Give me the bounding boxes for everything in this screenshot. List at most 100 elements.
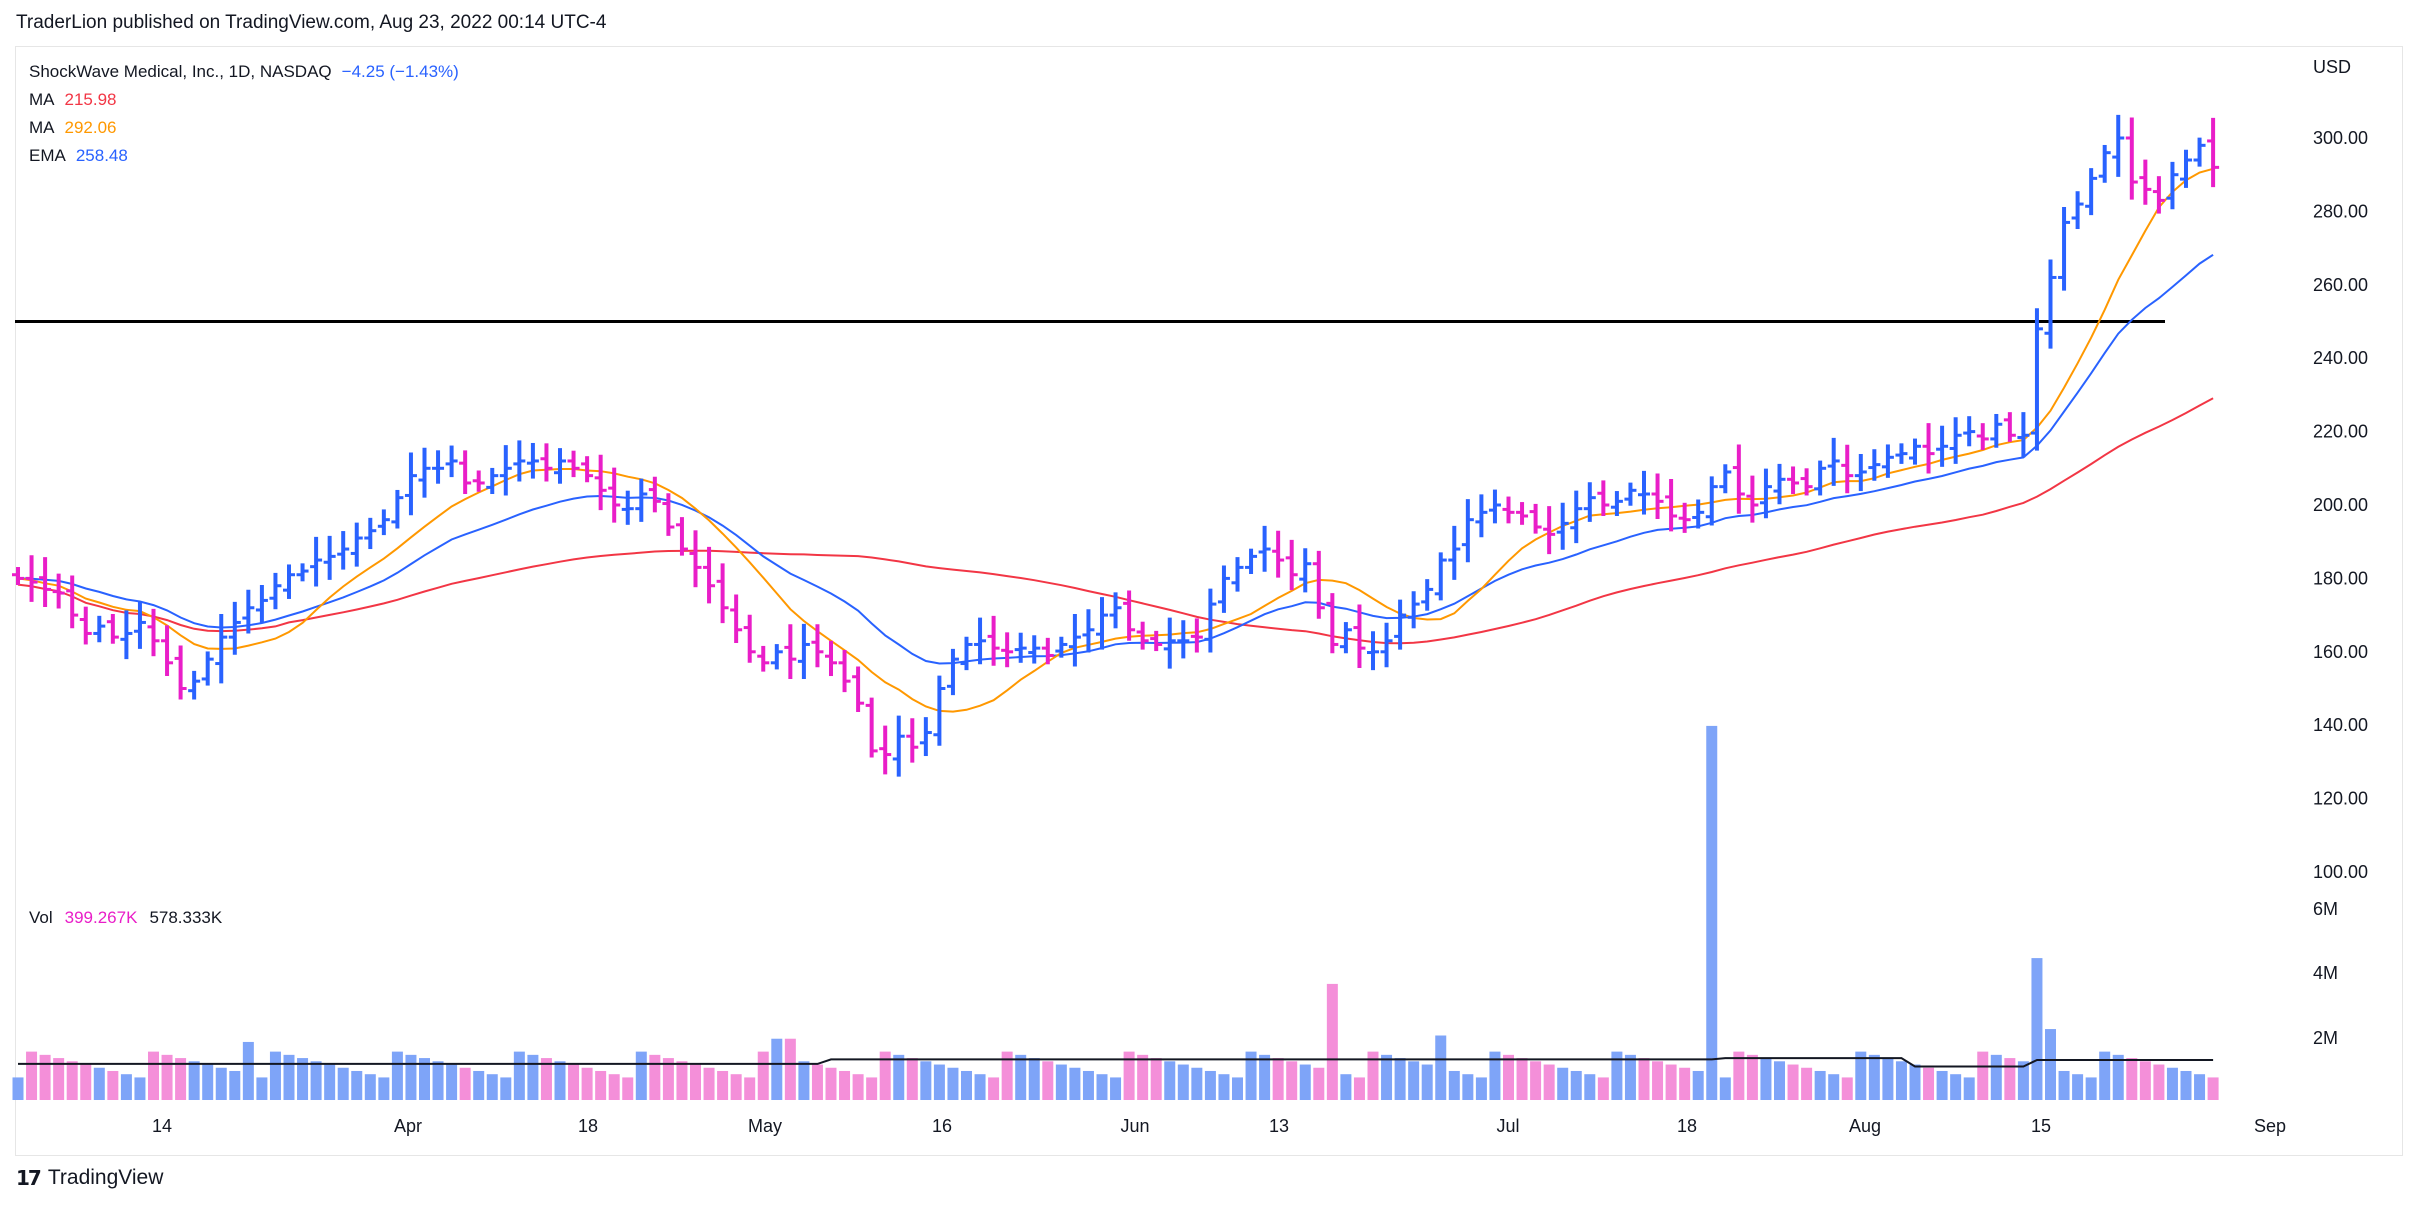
ohlc-bar [1692, 499, 1705, 529]
ohlc-bar [1841, 444, 1854, 494]
ohlc-bar [1217, 565, 1230, 613]
volume-bar [1665, 1064, 1677, 1100]
volume-bar [784, 1038, 796, 1100]
volume-bar [107, 1070, 119, 1100]
volume-bar [690, 1064, 701, 1100]
volume-bar [1042, 1061, 1054, 1100]
chart-frame[interactable] [15, 46, 2403, 1156]
ohlc-bar [1922, 423, 1935, 474]
volume-bar [391, 1051, 403, 1100]
ohlc-bar [1448, 525, 1461, 580]
symbol-title[interactable]: ShockWave Medical, Inc., 1D, NASDAQ [29, 62, 332, 81]
ohlc-bar [526, 442, 539, 479]
ohlc-bar [825, 640, 837, 677]
ohlc-bar [174, 645, 187, 700]
ohlc-bar [1909, 438, 1921, 465]
volume-bar [527, 1054, 539, 1100]
ohlc-bar [960, 636, 973, 671]
publish-info: TraderLion published on TradingView.com,… [16, 12, 607, 33]
ohlc-bar [1665, 478, 1678, 532]
ohlc-bar [2044, 259, 2057, 349]
volume-ma-line [18, 1057, 2214, 1068]
ohlc-bar [2003, 412, 2016, 442]
ma-50-label[interactable]: MA [29, 90, 55, 109]
ohlc-bar [25, 555, 38, 602]
ma-fast-line [17, 167, 2214, 713]
volume-bar [1123, 1051, 1135, 1100]
ohlc-bar [133, 601, 146, 649]
ma-10-label[interactable]: MA [29, 118, 55, 137]
ohlc-bar [1583, 482, 1596, 522]
ohlc-bar [1773, 463, 1786, 505]
volume-bar [540, 1058, 552, 1100]
ohlc-bar [1421, 579, 1434, 611]
volume-bar [1895, 1061, 1907, 1100]
volume-bar [1096, 1074, 1108, 1100]
volume-bar [1286, 1061, 1298, 1100]
ohlc-bar [1150, 630, 1163, 652]
volume-bar [1381, 1054, 1393, 1100]
volume-bar [1597, 1077, 1609, 1100]
volume-bar [229, 1070, 241, 1100]
ohlc-bar [432, 450, 445, 484]
ohlc-bar [161, 625, 174, 677]
ohlc-bar [1177, 620, 1190, 659]
volume-bar [2045, 1029, 2056, 1100]
ohlc-bar [215, 613, 228, 684]
ohlc-bar [377, 509, 390, 536]
ohlc-bar [66, 575, 79, 629]
ohlc-bar [946, 648, 959, 696]
ema-label[interactable]: EMA [29, 146, 66, 165]
volume-axis-tick: 6M [2313, 899, 2338, 919]
ohlc-bar [39, 557, 52, 608]
volume-bar [188, 1061, 200, 1100]
volume-bar [1204, 1070, 1216, 1100]
ohlc-bar [1096, 597, 1108, 650]
volume-bar [2017, 1061, 2029, 1100]
volume-bar [1787, 1064, 1799, 1100]
volume-bar [378, 1077, 390, 1100]
brand-name: TradingView [47, 1166, 164, 1189]
volume-bar [26, 1051, 38, 1100]
footer-brand[interactable]: 17 TradingView [16, 1166, 163, 1190]
ohlc-bar [1949, 417, 1962, 464]
volume-bar [595, 1070, 607, 1100]
ohlc-bar [879, 725, 892, 775]
volume-bar [473, 1070, 485, 1100]
volume-bar [757, 1051, 769, 1100]
ohlc-bar [1123, 590, 1136, 641]
ohlc-bar [147, 608, 160, 657]
volume-bar [662, 1058, 674, 1100]
ma-10-value: 292.06 [64, 118, 117, 137]
volume-bar [500, 1077, 512, 1100]
volume-bar [1340, 1074, 1352, 1100]
ohlc-bar [1299, 548, 1312, 593]
volume-bar [581, 1067, 593, 1100]
volume-ma-value: 578.333K [149, 908, 223, 927]
time-axis-tick: Sep [2254, 1116, 2286, 1136]
volume-bar [364, 1074, 376, 1100]
volume-bar [1828, 1074, 1840, 1100]
ohlc-bar [486, 467, 499, 494]
volume-bar [148, 1051, 159, 1100]
volume-bar [486, 1074, 498, 1100]
ohlc-bar [1529, 503, 1542, 534]
ohlc-bar [1231, 557, 1244, 592]
volume-bar [2072, 1074, 2084, 1100]
volume-label[interactable]: Vol [29, 908, 53, 927]
volume-bar [1299, 1064, 1311, 1100]
ohlc-bar [703, 546, 716, 604]
ohlc-bar [1597, 480, 1610, 517]
volume-bar [1055, 1064, 1067, 1100]
ohlc-bar [852, 666, 865, 712]
volume-bar [324, 1064, 336, 1100]
volume-bar [744, 1077, 756, 1100]
volume-bar [1462, 1074, 1474, 1100]
ohlc-bar [323, 535, 336, 580]
volume-bar [608, 1074, 620, 1100]
volume-bar [2058, 1070, 2070, 1100]
ohlc-bar [730, 594, 743, 643]
ohlc-bar [621, 490, 634, 525]
ohlc-bar [106, 613, 119, 644]
